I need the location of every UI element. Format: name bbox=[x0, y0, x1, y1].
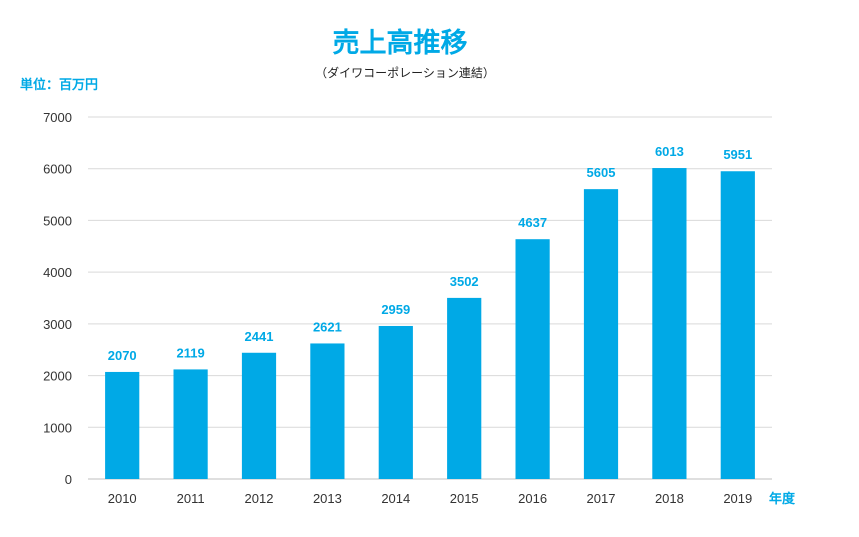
y-tick-label: 1000 bbox=[43, 420, 72, 435]
chart-title: 売上高推移 bbox=[333, 27, 468, 59]
data-label: 2441 bbox=[245, 329, 274, 344]
x-tick-label: 2012 bbox=[245, 491, 274, 506]
y-tick-label: 7000 bbox=[43, 110, 72, 125]
data-label: 2621 bbox=[313, 319, 342, 334]
data-label: 5951 bbox=[723, 147, 752, 162]
y-tick-label: 4000 bbox=[43, 265, 72, 280]
data-label: 2959 bbox=[381, 302, 410, 317]
x-tick-label: 2017 bbox=[587, 491, 616, 506]
x-tick-label: 2019 bbox=[723, 491, 752, 506]
data-label: 2119 bbox=[176, 345, 204, 360]
data-label: 5605 bbox=[587, 165, 616, 180]
bar bbox=[105, 371, 140, 479]
data-label: 6013 bbox=[655, 144, 684, 159]
data-label: 2070 bbox=[108, 348, 137, 363]
data-label: 3502 bbox=[450, 274, 479, 289]
y-tick-label: 3000 bbox=[43, 317, 72, 332]
bar bbox=[310, 343, 345, 479]
y-axis-ticks: 0 1000 2000 3000 4000 5000 6000 7000 bbox=[43, 110, 72, 487]
y-tick-label: 0 bbox=[65, 472, 72, 487]
x-tick-label: 2010 bbox=[108, 491, 137, 506]
chart-subtitle: （ダイワコーポレーション連結） bbox=[315, 65, 495, 80]
bar bbox=[652, 168, 687, 480]
data-labels: 2070 2119 2441 2621 2959 3502 4637 5605 6013 5951 bbox=[108, 144, 753, 363]
x-tick-label: 2018 bbox=[655, 491, 684, 506]
bar bbox=[720, 171, 755, 479]
bar bbox=[583, 189, 619, 480]
x-tick-label: 2014 bbox=[381, 491, 410, 506]
bar bbox=[241, 352, 277, 479]
y-axis-unit-label: 単位：百万円 bbox=[20, 77, 98, 93]
data-label: 4637 bbox=[518, 215, 547, 230]
y-tick-label: 6000 bbox=[43, 162, 72, 177]
bar bbox=[173, 369, 208, 479]
bar bbox=[515, 239, 550, 479]
x-axis-ticks: 2010 2011 2012 2013 2014 2015 2016 2017 2018 2019 bbox=[108, 491, 753, 506]
x-tick-label: 2015 bbox=[450, 491, 479, 506]
bars bbox=[105, 168, 755, 480]
bar bbox=[378, 325, 413, 479]
bar bbox=[447, 297, 482, 479]
x-axis-unit-label: 年度 bbox=[769, 491, 796, 507]
y-tick-label: 5000 bbox=[43, 213, 72, 228]
x-tick-label: 2016 bbox=[518, 491, 547, 506]
y-tick-label: 2000 bbox=[43, 369, 72, 384]
x-tick-label: 2011 bbox=[177, 491, 205, 506]
x-tick-label: 2013 bbox=[313, 491, 342, 506]
